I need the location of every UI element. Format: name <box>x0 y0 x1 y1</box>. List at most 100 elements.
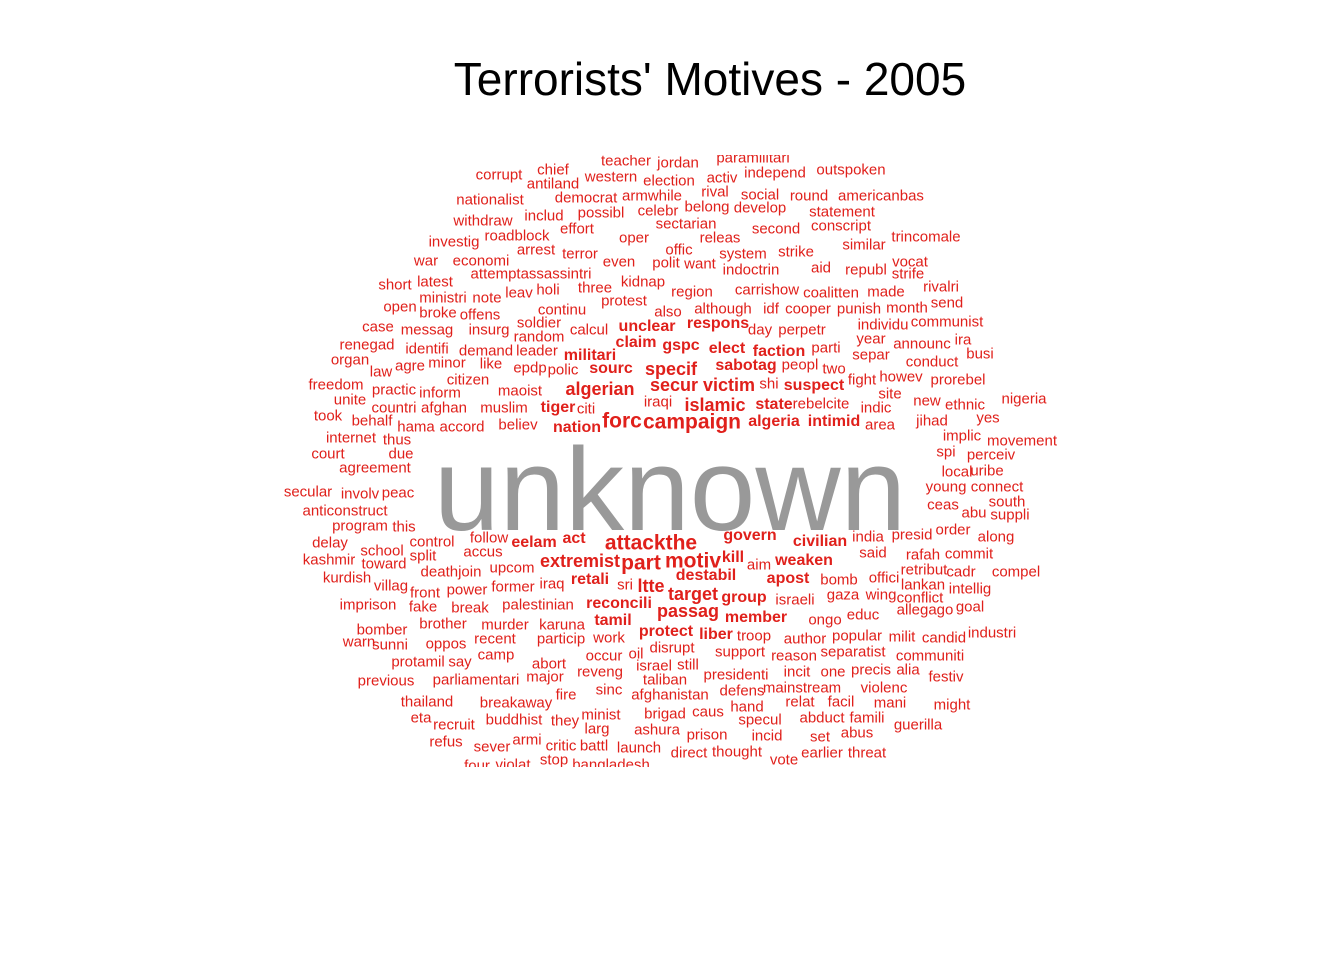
word-epdp: epdp <box>513 359 547 377</box>
word-sectarian: sectarian <box>655 215 717 233</box>
word-disrupt: disrupt <box>649 639 695 657</box>
word-economi: economi <box>452 252 510 270</box>
word-system: system <box>719 245 767 263</box>
word-behalf: behalf <box>351 412 393 430</box>
word-communist: communist <box>910 313 984 331</box>
word-peopl: peopl <box>781 356 819 374</box>
word-specif: specif <box>644 359 698 379</box>
word-protest: protest <box>601 292 647 310</box>
word-power: power <box>446 581 488 599</box>
word-prorebel: prorebel <box>930 371 986 389</box>
word-outspoken: outspoken <box>816 161 886 179</box>
word-militari: militari <box>563 347 617 364</box>
word-guerilla: guerilla <box>893 716 943 734</box>
word-islamic: islamic <box>684 395 746 415</box>
word-antiland: antiland <box>526 175 580 193</box>
word-note: note <box>472 289 502 307</box>
word-aid: aid <box>810 259 832 277</box>
word-compel: compel <box>991 563 1041 581</box>
word-sabotag: sabotag <box>715 357 777 374</box>
word-delay: delay <box>312 534 348 552</box>
word-releas: releas <box>699 229 741 247</box>
word-rafah: rafah <box>905 546 941 564</box>
word-gaza: gaza <box>826 586 860 604</box>
word-rival: rival <box>701 183 729 201</box>
word-spi: spi <box>936 443 956 461</box>
word-statement: statement <box>809 203 875 221</box>
word-americanbas: americanbas <box>838 187 924 205</box>
word-protect: protect <box>638 623 694 640</box>
word-attackthe: attackthe <box>604 531 698 555</box>
word-weaken: weaken <box>775 552 833 569</box>
word-algeria: algeria <box>748 413 800 430</box>
word-indoctrin: indoctrin <box>722 261 780 279</box>
word-afghan: afghan <box>421 399 467 417</box>
word-intimid: intimid <box>807 413 861 430</box>
word-paramilitari: paramilitari <box>716 155 790 167</box>
word-imprison: imprison <box>339 596 397 614</box>
word-minor: minor <box>428 354 466 372</box>
word-renegad: renegad <box>339 336 395 354</box>
word-motiv: motiv <box>664 549 722 573</box>
word-target: target <box>667 584 719 604</box>
word-activ: activ <box>706 169 738 187</box>
word-buddhist: buddhist <box>485 711 543 729</box>
word-young: young <box>925 478 967 496</box>
word-larg: larg <box>584 720 610 738</box>
word-corrupt: corrupt <box>475 166 523 184</box>
word-support: support <box>714 643 766 661</box>
word-calcul: calcul <box>569 321 609 339</box>
word-terror: terror <box>562 245 598 263</box>
word-control: control <box>409 533 455 551</box>
word-algerian: algerian <box>565 379 635 399</box>
word-site: site <box>878 385 902 403</box>
word-indic: indic <box>860 399 892 417</box>
word-commit: commit <box>944 545 994 563</box>
word-reconcili: reconcili <box>586 595 652 612</box>
word-conduct: conduct <box>905 353 959 371</box>
word-perpetr: perpetr <box>778 321 826 339</box>
word-kashmir: kashmir <box>302 551 356 569</box>
word-ethnic: ethnic <box>944 396 986 414</box>
word-thus: thus <box>382 431 412 449</box>
word-agre: agre <box>394 357 426 375</box>
word-villag: villag <box>373 577 409 595</box>
word-fake: fake <box>408 598 438 616</box>
word-armi: armi <box>512 731 542 749</box>
word-tamil: tamil <box>594 612 632 629</box>
word-warn: warn <box>342 633 376 651</box>
word-uribe: uribe <box>970 462 1004 480</box>
word-recent: recent <box>474 630 516 648</box>
word-holi: holi <box>536 281 560 299</box>
word-battl: battl <box>579 737 609 755</box>
word-ira: ira <box>954 331 972 349</box>
word-eta: eta <box>410 709 432 727</box>
word-anticonstruct: anticonstruct <box>302 502 388 520</box>
word-work: work <box>593 629 625 647</box>
word-insurg: insurg <box>468 321 510 339</box>
word-separatist: separatist <box>820 643 886 661</box>
word-india: india <box>852 528 884 546</box>
word-reveng: reveng <box>577 663 623 681</box>
word-soldier: soldier <box>516 314 562 332</box>
word-involv: involv <box>340 485 380 503</box>
word-inform: inform <box>419 384 461 402</box>
word-minist: minist <box>581 706 621 724</box>
word-protamil: protamil <box>391 653 445 671</box>
word-communiti: communiti <box>895 647 965 665</box>
word-strike: strike <box>778 243 814 261</box>
word-ceas: ceas <box>927 496 959 514</box>
word-caus: caus <box>692 703 724 721</box>
word-wing: wing <box>865 586 897 604</box>
word-sourc: sourc <box>589 360 633 377</box>
word-want: want <box>684 255 716 273</box>
word-mani: mani <box>873 694 907 712</box>
word-apost: apost <box>766 570 810 587</box>
word-possibl: possibl <box>577 204 625 222</box>
word-hama: hama <box>397 418 435 436</box>
word-accord: accord <box>439 418 485 436</box>
word-develop: develop <box>733 199 787 217</box>
word-said: said <box>859 544 887 562</box>
word-this: this <box>392 518 416 536</box>
word-took: took <box>313 407 343 425</box>
